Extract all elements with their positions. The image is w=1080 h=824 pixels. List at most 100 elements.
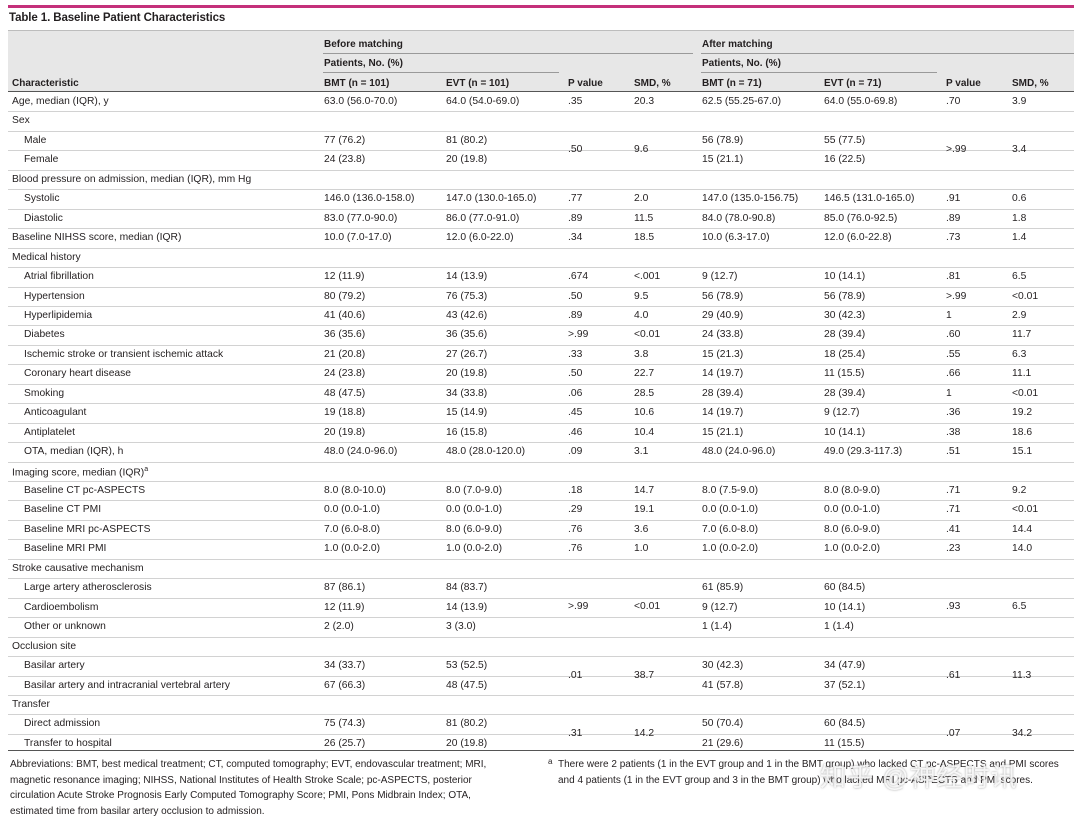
row-label: Baseline CT PMI — [24, 504, 101, 515]
cell-bmt-before: 87 (86.1) — [324, 582, 366, 594]
cell-evt-after: 60 (84.5) — [824, 718, 866, 730]
cell-bmt-after: 56 (78.9) — [702, 134, 744, 146]
row-label: Atrial fibrillation — [24, 271, 94, 282]
row-label: Basilar artery and intracranial vertebra… — [24, 680, 230, 691]
cell-smd-before: 2.0 — [634, 193, 649, 205]
row-label-text: Basilar artery — [24, 660, 85, 672]
row-divider — [8, 733, 1074, 735]
cell-pvalue-before: .50 — [568, 368, 583, 380]
row-label-text: Baseline NIHSS score, median (IQR) — [12, 232, 182, 244]
row-label-text: Ischemic stroke or transient ischemic at… — [24, 348, 224, 360]
cell-pvalue-after: .66 — [946, 368, 961, 380]
cell-bmt-before: 34 (33.7) — [324, 660, 366, 672]
cell-smd-after: 19.2 — [1012, 407, 1033, 419]
cell-bmt-after: 84.0 (78.0-90.8) — [702, 212, 776, 224]
row-divider — [8, 422, 1074, 424]
grouped-pvalue-after: .93 — [946, 601, 961, 613]
cell-evt-before: 76 (75.3) — [446, 290, 488, 302]
cell-bmt-before: 0.0 (0.0-1.0) — [324, 504, 381, 516]
header-smd-after: SMD, % — [1012, 78, 1049, 89]
grouped-smd-after: 11.3 — [1012, 669, 1032, 681]
header-bmt-before: BMT (n = 101) — [324, 78, 390, 89]
row-divider — [8, 286, 1074, 288]
row-label-text: Sex — [12, 115, 30, 127]
row-label: Transfer to hospital — [24, 738, 112, 749]
row-label-text: Age, median (IQR), y — [12, 96, 109, 107]
cell-evt-after: 28 (39.4) — [824, 387, 866, 399]
cell-smd-before: 20.3 — [634, 96, 655, 107]
cell-smd-after: 1.4 — [1012, 232, 1027, 244]
cell-smd-before: 18.5 — [634, 232, 655, 244]
cell-pvalue-before: .29 — [568, 504, 583, 516]
row-divider — [8, 130, 1074, 132]
grouped-pvalue-before: >.99 — [568, 601, 589, 613]
row-divider — [8, 247, 1074, 249]
cell-pvalue-before: .76 — [568, 523, 583, 535]
row-divider — [8, 267, 1074, 269]
cell-bmt-before: 19 (18.8) — [324, 407, 366, 419]
cell-bmt-after: 61 (85.9) — [702, 582, 744, 594]
cell-smd-before: 28.5 — [634, 387, 655, 399]
row-label: Medical history — [12, 252, 81, 263]
row-label-text: Hyperlipidemia — [24, 309, 93, 321]
row-divider — [8, 578, 1074, 580]
cell-smd-after: 2.9 — [1012, 309, 1027, 321]
title-accent-bar — [8, 5, 1074, 8]
row-label-text: Hypertension — [24, 290, 85, 302]
row-label: Basilar artery — [24, 660, 85, 671]
header-bmt-after: BMT (n = 71) — [702, 78, 762, 89]
row-divider — [8, 519, 1074, 521]
row-divider — [8, 150, 1074, 152]
grouped-pvalue-after: .07 — [946, 727, 961, 739]
cell-bmt-before: 20 (19.8) — [324, 426, 366, 438]
cell-bmt-after: 9 (12.7) — [702, 601, 738, 613]
cell-bmt-before: 63.0 (56.0-70.0) — [324, 96, 398, 107]
row-divider — [8, 675, 1074, 677]
cell-smd-before: <.001 — [634, 271, 661, 283]
cell-pvalue-before: .06 — [568, 387, 583, 399]
row-label: Antiplatelet — [24, 427, 75, 438]
row-label-text: Other or unknown — [24, 621, 106, 633]
row-label-text: Anticoagulant — [24, 407, 87, 419]
row-label: Baseline MRI PMI — [24, 543, 106, 554]
cell-bmt-after: 15 (21.1) — [702, 426, 744, 438]
row-label: Transfer — [12, 699, 50, 710]
header-patients-before: Patients, No. (%) — [324, 58, 403, 69]
row-label: Female — [24, 154, 58, 165]
row-label: Baseline MRI pc-ASPECTS — [24, 524, 150, 535]
cell-pvalue-before: .50 — [568, 290, 583, 302]
row-label: Age, median (IQR), y — [12, 96, 109, 107]
cell-bmt-after: 50 (70.4) — [702, 718, 744, 730]
table-header — [8, 31, 1074, 92]
row-label-text: Stroke causative mechanism — [12, 562, 144, 574]
cell-smd-before: 22.7 — [634, 368, 655, 380]
cell-evt-before: 81 (80.2) — [446, 134, 488, 146]
cell-bmt-after: 29 (40.9) — [702, 309, 744, 321]
row-label-text: Baseline MRI pc-ASPECTS — [24, 523, 151, 535]
cell-bmt-before: 48 (47.5) — [324, 387, 366, 399]
row-label-text: Female — [24, 154, 59, 166]
cell-evt-before: 81 (80.2) — [446, 718, 488, 730]
row-divider — [8, 189, 1074, 191]
cell-evt-before: 36 (35.6) — [446, 329, 488, 341]
row-label: Hypertension — [24, 291, 85, 302]
row-label-text: Smoking — [24, 387, 65, 399]
grouped-smd-after: 6.5 — [1012, 601, 1027, 613]
row-divider — [8, 403, 1074, 405]
cell-bmt-after: 147.0 (135.0-156.75) — [702, 193, 799, 205]
cell-smd-after: 14.4 — [1012, 523, 1033, 535]
cell-bmt-before: 10.0 (7.0-17.0) — [324, 232, 392, 244]
cell-evt-before: 8.0 (6.0-9.0) — [446, 523, 503, 535]
row-label: Male — [24, 135, 46, 146]
header-rule-after — [701, 53, 1074, 54]
grouped-smd-after: 34.2 — [1012, 727, 1033, 739]
grouped-smd-before: 38.7 — [634, 669, 655, 681]
cell-pvalue-before: .33 — [568, 348, 583, 360]
cell-evt-after: 8.0 (8.0-9.0) — [824, 485, 881, 496]
cell-pvalue-after: .60 — [946, 329, 961, 341]
cell-bmt-after: 9 (12.7) — [702, 271, 738, 283]
cell-evt-before: 16 (15.8) — [446, 426, 488, 438]
table-bottom-rule — [8, 750, 1074, 751]
cell-evt-before: 12.0 (6.0-22.0) — [446, 232, 514, 244]
row-label: Cardioembolism — [24, 602, 98, 613]
